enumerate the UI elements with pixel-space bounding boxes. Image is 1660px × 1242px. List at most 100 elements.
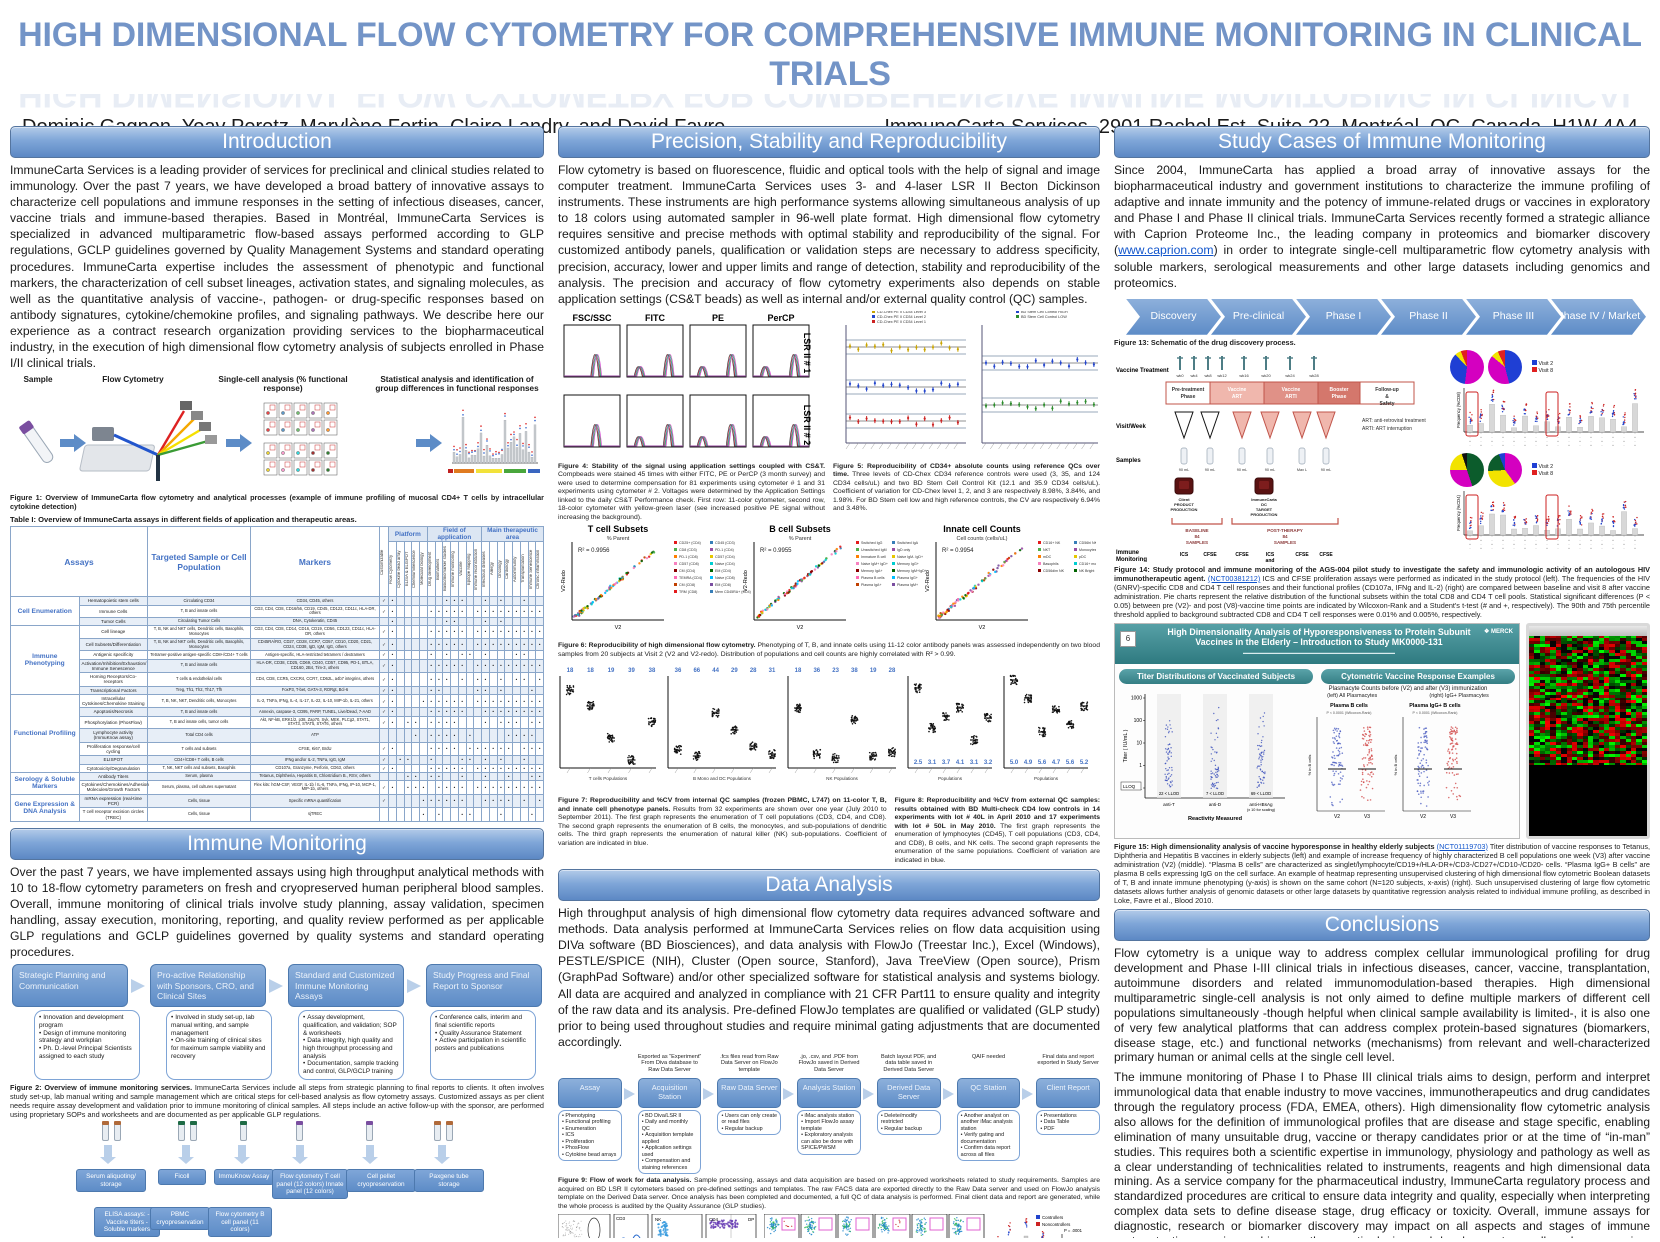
heatmap-cell <box>1577 644 1583 648</box>
svg-text:90 mL: 90 mL <box>1205 468 1216 472</box>
cell-s: Serum, plasma, cell cultures supernatant <box>147 780 251 795</box>
heatmap-cell <box>1630 727 1637 731</box>
cell-s: T, B and innate cells, tumor cells <box>147 715 251 730</box>
cell-mark <box>419 728 428 743</box>
heatmap-cell <box>1593 650 1599 654</box>
heatmap-cell <box>1636 721 1642 725</box>
svg-text:Vaccine: Vaccine <box>1228 387 1247 393</box>
heatmap-cell <box>1529 744 1535 748</box>
cell-custom: ✓ <box>379 715 389 730</box>
cell-mark <box>403 617 413 627</box>
heatmap-cell <box>1614 691 1621 695</box>
heatmap-cell <box>1620 750 1626 754</box>
cell-mark <box>419 625 428 639</box>
heatmap-cell <box>1609 721 1615 725</box>
cell-mark <box>395 793 405 809</box>
cell-mark <box>434 755 444 765</box>
figure1-labels: Sample Flow Cytometry Single-cell analys… <box>8 375 546 393</box>
heatmap-cell <box>1534 691 1540 695</box>
svg-text:18: 18 <box>567 668 574 674</box>
heatmap-cell <box>1588 718 1594 722</box>
heatmap-cell <box>1588 709 1594 713</box>
figure9-workflow: AssayPhenotypingFunctional profilingEnum… <box>558 1053 1101 1175</box>
heatmap-cell <box>1625 688 1631 692</box>
heatmap-cell <box>1609 709 1615 713</box>
heatmap-cell <box>1636 724 1642 728</box>
nct-link-2[interactable]: (NCT01119703) <box>1436 841 1488 851</box>
cell-mark: • <box>411 728 420 743</box>
cell-mark: • <box>481 637 490 652</box>
blood-tube-icon <box>240 1121 247 1142</box>
cell-mark <box>519 685 529 695</box>
heatmap-cell <box>1593 724 1599 728</box>
heatmap-cell <box>1593 676 1599 680</box>
heatmap-cell <box>1550 659 1556 663</box>
heatmap-cell <box>1555 759 1562 763</box>
svg-text:Mem CD45RA+ (CD4): Mem CD45RA+ (CD4) <box>715 590 751 594</box>
cell-mark <box>450 685 459 695</box>
cell-mark: • <box>426 793 436 809</box>
caprion-link[interactable]: www.caprion.com <box>1118 243 1214 258</box>
cell-mark <box>465 637 475 652</box>
figure2-flow: Strategic Planning and Communication Pro-… <box>12 964 542 1008</box>
table-row: Transcriptional Factors Treg, Th1, Th2, T… <box>11 685 544 695</box>
subcol-oncology: Oncology <box>496 541 506 598</box>
heatmap-cell <box>1588 727 1594 731</box>
cell-mark <box>512 807 521 822</box>
fig5-legend-left: CD-Chex PE II CD34 Level 3CD-Chex PE II … <box>872 310 926 324</box>
cell-m: CD107a, Granzyme, Perforin, CD63, others <box>250 763 380 773</box>
heatmap-cell <box>1598 750 1605 754</box>
nct-link-1[interactable]: (NCT00381212) <box>1207 573 1261 583</box>
heatmap-cell <box>1625 647 1631 651</box>
cell-mark: • <box>481 763 490 773</box>
heatmap-cell <box>1577 647 1583 651</box>
heatmap-cell <box>1534 730 1540 733</box>
cell-mark <box>403 807 413 822</box>
heatmap-cell <box>1550 638 1556 642</box>
heatmap-cell <box>1534 679 1540 683</box>
heatmap-cell <box>1577 756 1583 760</box>
heatmap-cell <box>1577 721 1583 725</box>
svg-text:Vaccine Treatment: Vaccine Treatment <box>1116 368 1169 374</box>
heatmap-cell <box>1630 741 1637 745</box>
cell-mark <box>527 793 537 809</box>
cell-mark: • <box>473 604 482 619</box>
cell-mark: • <box>496 625 506 639</box>
heatmap-cell <box>1593 703 1599 707</box>
heatmap-cell <box>1598 697 1605 701</box>
cell-mark: • <box>496 715 506 730</box>
heatmap-cell <box>1529 750 1535 754</box>
heatmap-cell <box>1561 688 1567 692</box>
fig9-note: QAIF needed <box>971 1053 1006 1060</box>
svg-text:R² = 0.9955: R² = 0.9955 <box>760 548 792 554</box>
heatmap-cell <box>1604 700 1610 704</box>
heatmap-cell <box>1636 662 1642 666</box>
cell-a: Cytokines/Chemokines/Adhesion Molecules/… <box>78 780 149 795</box>
heatmap-cell <box>1598 709 1605 713</box>
heatmap-cell <box>1539 694 1546 698</box>
heatmap-cell <box>1555 709 1562 713</box>
legend-visit2: Visit 2 <box>1538 360 1554 367</box>
cell-mark <box>473 596 482 606</box>
svg-text:CFSE: CFSE <box>1295 552 1309 558</box>
heatmap-cell <box>1582 650 1588 654</box>
heatmap-cell <box>1555 735 1562 739</box>
cell-s: CD4+/CD8+ T cells, B cells <box>147 755 251 765</box>
heatmap-cell <box>1598 635 1605 639</box>
heatmap-cell <box>1550 650 1556 654</box>
heatmap-cell <box>1609 744 1615 748</box>
svg-text:T cell Subsets: T cell Subsets <box>588 524 649 534</box>
heatmap-cell <box>1636 703 1642 707</box>
cell-mark: • <box>450 604 459 619</box>
cell-mark: • <box>481 625 490 639</box>
heatmap-cell <box>1566 641 1572 645</box>
heatmap-cell <box>1620 753 1626 757</box>
heatmap-cell <box>1588 706 1594 710</box>
heatmap-cell <box>1555 685 1562 689</box>
heatmap-cell <box>1539 706 1546 710</box>
heatmap-cell <box>1604 709 1610 713</box>
heatmap-cell <box>1625 753 1631 757</box>
svg-text:CD57 (CD4): CD57 (CD4) <box>715 555 735 559</box>
heatmap-cell <box>1582 738 1588 742</box>
fig9-box: Analysis Station <box>797 1077 861 1108</box>
